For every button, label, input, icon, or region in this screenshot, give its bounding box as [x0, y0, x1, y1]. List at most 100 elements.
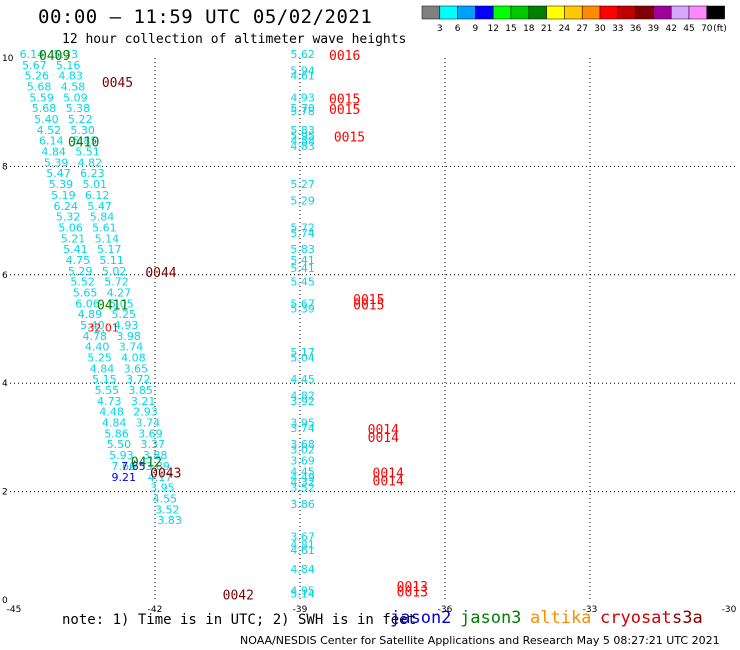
wave-height-point: 3.88	[143, 449, 168, 462]
wave-height-point: 3.37	[141, 438, 166, 451]
pass-time-tag: 0013	[397, 586, 428, 601]
wave-height-point: 3.72	[126, 373, 151, 386]
wave-height-point: 6.14	[39, 135, 64, 148]
color-scale-label: 39	[648, 24, 660, 34]
pass-time-tag: 0412	[131, 456, 162, 471]
wave-height-point: 3.52	[290, 482, 315, 495]
legend-cryosat: cryosat	[600, 608, 672, 628]
wave-height-point: 3.02	[290, 444, 315, 457]
wave-height-point: 5.67	[22, 59, 47, 72]
color-scale-bar: 3 6 9 12 15 18 21 24 27 30 33 36 39 42 45 70 (ft)	[421, 5, 727, 34]
color-scale-label: 3	[437, 24, 443, 34]
y-tick-label: 6	[2, 271, 8, 281]
pass-time-tag: 0042	[223, 588, 254, 603]
wave-height-point: 5.45	[290, 276, 315, 289]
color-scale-label: 6	[455, 24, 461, 34]
pass-time-tag: 0015	[353, 293, 384, 308]
wave-height-point: 4.93	[290, 91, 315, 104]
wave-height-point: 3.21	[131, 395, 156, 408]
wave-height-point: 4.48	[99, 406, 124, 419]
pass-time-tag: 0014	[373, 466, 404, 481]
wave-height-point: 5.68	[32, 102, 57, 115]
x-tick-label: -36	[438, 605, 453, 615]
wave-height-point: 4.89	[78, 308, 103, 321]
pass-time-tag: 0411	[97, 298, 128, 313]
wave-height-point: 32.01	[87, 322, 119, 335]
wave-height-point: 5.52	[70, 276, 95, 289]
wave-height-point: 6.23	[80, 167, 105, 180]
wave-height-point: 5.19	[51, 189, 75, 202]
wave-height-point: 5.67	[290, 297, 315, 310]
color-scale-label: 42	[665, 24, 676, 34]
wave-height-point: 5.40	[34, 113, 59, 126]
wave-height-point: 3.74	[119, 341, 144, 354]
credit-line: NOAA/NESDIS Center for Satellite Applica…	[240, 634, 720, 647]
wave-height-point: 4.81	[290, 539, 315, 552]
wave-height-point: 3.89	[145, 460, 170, 473]
wave-height-point: 5.25	[87, 352, 112, 365]
color-scale-label: 70	[701, 24, 713, 34]
wave-height-point: 3.85	[128, 384, 153, 397]
wave-height-point: 4.82	[290, 389, 315, 402]
pass-time-tag: 0015	[334, 130, 365, 145]
pass-time-tag: 0014	[368, 423, 399, 438]
wave-height-point: 5.78	[290, 105, 315, 118]
wave-height-point: 4.88	[290, 135, 315, 148]
wave-height-point: 5.16	[56, 59, 81, 72]
wave-height-point: 3.74	[136, 417, 161, 430]
wave-height-point: 4.83	[290, 140, 315, 153]
wave-height-point: 5.25	[112, 308, 137, 321]
wave-height-point: 4.84	[290, 563, 315, 576]
wave-height-point: 3.92	[290, 395, 315, 408]
wave-height-point: 4.95	[290, 585, 315, 598]
wave-height-point: 5.38	[66, 102, 91, 115]
pass-time-tag: 0016	[329, 49, 360, 64]
wave-height-point: 5.85	[73, 135, 98, 148]
wave-height-point: 4.73	[97, 395, 122, 408]
wave-height-point: 4.52	[37, 124, 62, 137]
wave-height-point: 4.40	[85, 341, 110, 354]
y-tick-label: 2	[2, 488, 8, 498]
wave-height-point: 5.39	[44, 156, 68, 169]
wave-height-point: 5.74	[290, 227, 315, 240]
legend-jason2: jason2	[390, 608, 452, 628]
wave-height-point: 4.32	[290, 476, 315, 489]
wave-height-point: 3.74	[290, 422, 315, 435]
footnote: note: 1) Time is in UTC; 2) SWH is in fe…	[62, 612, 417, 628]
wave-height-point: 5.26	[25, 70, 50, 83]
pass-time-tag: 0013	[397, 580, 428, 595]
wave-height-point: 3.69	[290, 455, 315, 468]
wave-height-point: 5.29	[290, 194, 315, 207]
wave-height-point: 3.95	[150, 482, 175, 495]
wave-height-point: 5.47	[87, 200, 112, 213]
wave-height-point: 7.66	[112, 460, 137, 473]
color-scale-label: 36	[630, 24, 642, 34]
y-tick-label: 10	[2, 54, 14, 64]
wave-height-point: 5.17	[97, 243, 122, 256]
color-scale-unit: (ft)	[713, 24, 727, 34]
wave-height-point: 5.14	[290, 587, 315, 600]
wave-height-point: 5.94	[290, 64, 315, 77]
wave-height-point: 5.61	[92, 221, 117, 234]
wave-height-point: 4.58	[61, 81, 86, 94]
wave-height-point: 7.65	[121, 460, 145, 473]
wave-height-point: 4.27	[107, 286, 131, 299]
wave-height-point: 5.83	[290, 124, 315, 137]
wave-height-point: 5.95	[290, 129, 315, 142]
wave-height-point: 5.05	[109, 297, 134, 310]
wave-height-point: 3.68	[290, 438, 315, 451]
wave-height-point: 9.21	[112, 471, 137, 484]
wave-height-point: 5.27	[290, 178, 315, 191]
wave-height-point: 3.95	[290, 417, 315, 430]
wave-height-point: 5.83	[290, 243, 315, 256]
chart-subtitle: 12 hour collection of altimeter wave hei…	[62, 32, 407, 47]
color-scale-label: 30	[594, 24, 606, 34]
wave-height-point: 5.09	[63, 91, 88, 104]
pass-time-tag: 0410	[68, 136, 99, 151]
wave-height-point: 3.83	[157, 514, 182, 527]
wave-height-point: 4.84	[90, 362, 115, 375]
wave-height-point: 4.75	[66, 254, 91, 267]
wave-height-point: 5.22	[68, 113, 93, 126]
wave-height-point: 4.17	[148, 471, 173, 484]
